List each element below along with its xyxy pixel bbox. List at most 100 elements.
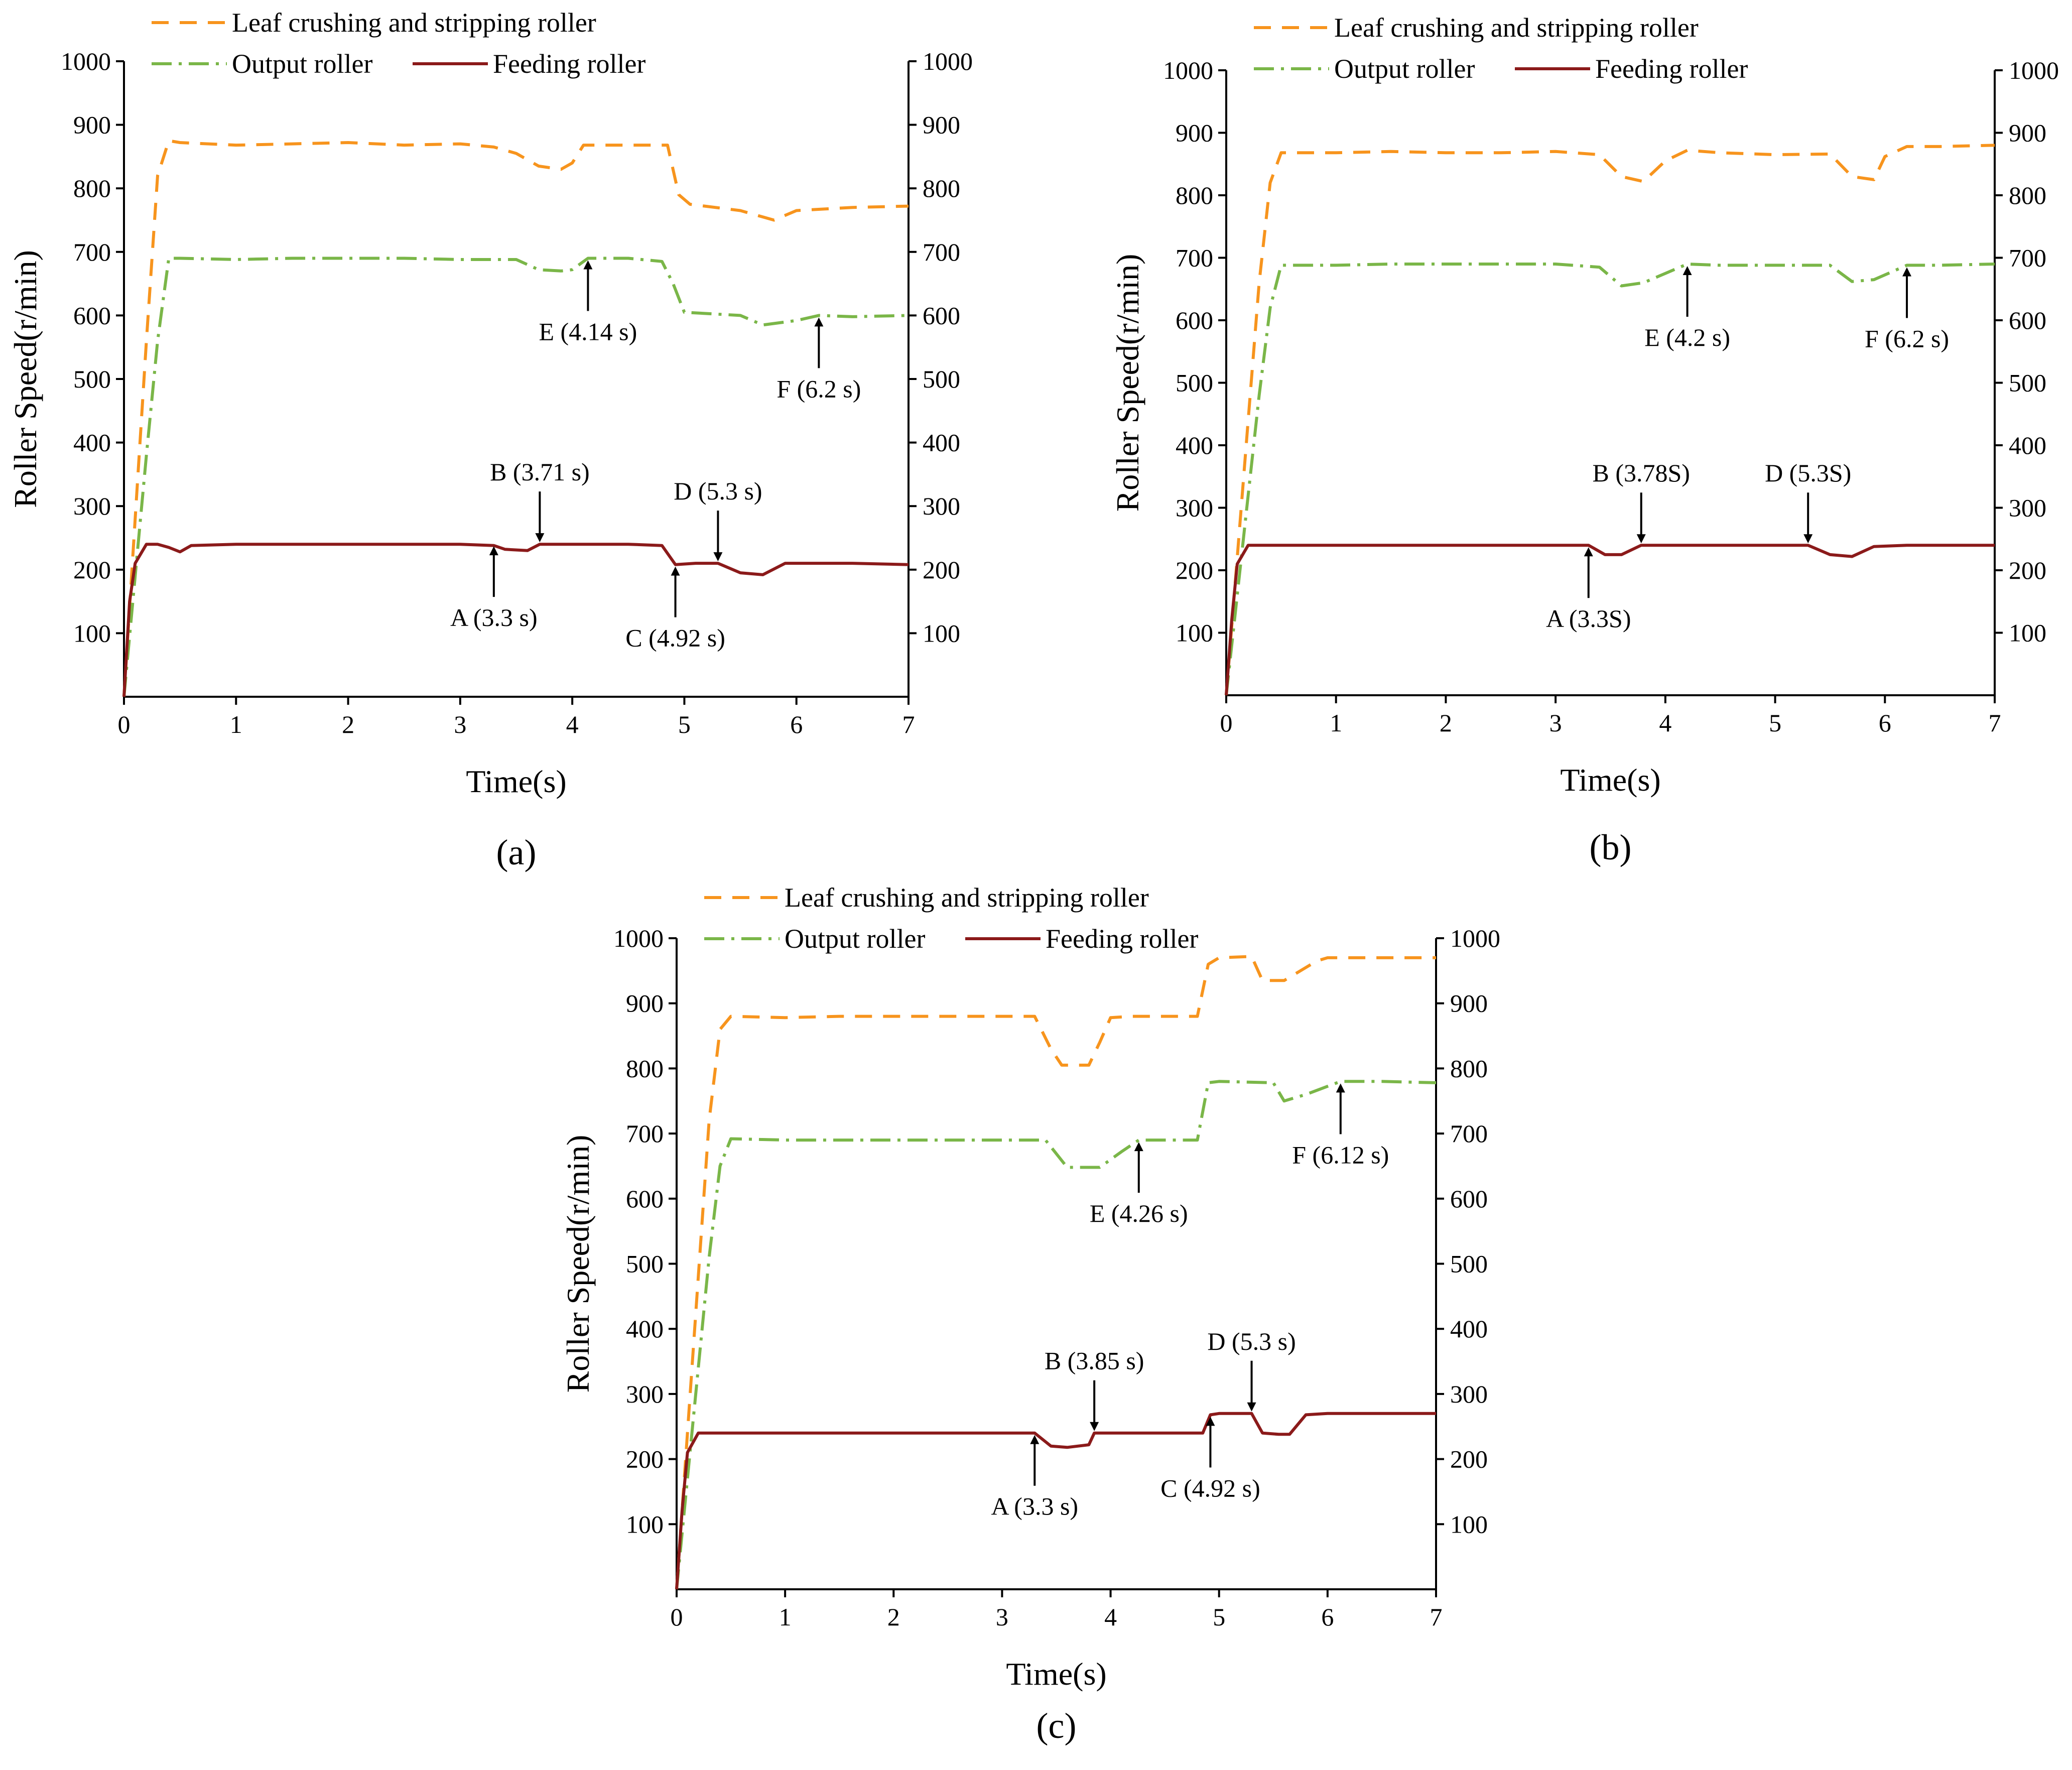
annotation-label: D (5.3 s) [674, 477, 762, 505]
legend-label-feeding: Feeding roller [1595, 54, 1748, 84]
series-leaf-crushing-roller [1225, 144, 1995, 696]
y-tick-label-left: 900 [1176, 119, 1213, 147]
x-tick-label: 6 [790, 710, 803, 738]
chart-panel-2: 0 1 2 3 4 5 6 7 100 100 200 200 300 300 400 400 500 500 60… [1110, 13, 2059, 867]
series-feeding-roller [675, 1412, 1436, 1590]
annotation-label: A (3.3 s) [450, 603, 538, 631]
x-tick-label: 3 [454, 710, 466, 738]
arrow-down-icon [713, 552, 723, 562]
x-tick-label: 2 [1440, 709, 1452, 737]
panel-label: (b) [1590, 827, 1632, 867]
y-tick-label-right: 600 [923, 301, 960, 329]
y-tick-label-left: 100 [1176, 619, 1213, 647]
legend-label-leaf: Leaf crushing and stripping roller [785, 882, 1149, 913]
x-tick-label: 1 [230, 710, 242, 738]
legend-label-feeding: Feeding roller [493, 49, 645, 79]
series-output-roller [122, 257, 909, 697]
y-tick-label-left: 100 [73, 619, 111, 647]
series-feeding-roller [122, 543, 909, 697]
x-axis-title: Time(s) [1006, 1656, 1106, 1692]
panel-label: (a) [496, 832, 537, 872]
y-tick-label-right: 500 [1450, 1250, 1488, 1278]
annotation-label: A (3.3S) [1546, 604, 1631, 633]
x-tick-label: 2 [887, 1603, 900, 1631]
y-tick-label-right: 100 [1450, 1510, 1488, 1538]
series-leaf-crushing-roller [122, 139, 909, 697]
arrow-down-icon [535, 533, 545, 543]
annotation-label: E (4.14 s) [539, 317, 637, 345]
y-tick-label-right: 400 [923, 429, 960, 457]
y-tick-label-right: 800 [923, 174, 960, 202]
legend-label-leaf: Leaf crushing and stripping roller [1334, 13, 1699, 43]
y-tick-label-left: 800 [1176, 181, 1213, 209]
x-tick-label: 2 [342, 710, 354, 738]
x-tick-label: 4 [1659, 709, 1671, 737]
annotation-label: B (3.85 s) [1045, 1347, 1144, 1375]
x-tick-label: 5 [678, 710, 691, 738]
y-tick-label-right: 1000 [1450, 924, 1500, 952]
y-axis-title: Roller Speed(r/min) [8, 250, 43, 508]
y-tick-label-right: 300 [923, 492, 960, 520]
y-tick-label-right: 500 [2009, 369, 2046, 397]
y-tick-label-left: 200 [73, 556, 111, 584]
y-tick-label-right: 400 [2009, 431, 2046, 459]
y-tick-label-right: 100 [923, 619, 960, 647]
arrow-down-icon [1803, 534, 1813, 544]
y-axis-title: Roller Speed(r/min) [560, 1135, 596, 1393]
y-tick-label-left: 800 [73, 174, 111, 202]
arrow-down-icon [1090, 1422, 1099, 1431]
y-tick-label-left: 300 [626, 1380, 664, 1408]
x-tick-label: 7 [902, 710, 915, 738]
x-tick-label: 4 [566, 710, 579, 738]
series-feeding-roller [1225, 544, 1995, 696]
y-tick-label-right: 1000 [2009, 56, 2059, 84]
arrow-up-icon [1134, 1142, 1143, 1152]
x-tick-label: 3 [1549, 709, 1562, 737]
annotation-label: E (4.2 s) [1644, 323, 1730, 351]
annotation-label: D (5.3S) [1765, 459, 1851, 487]
y-tick-label-left: 700 [73, 238, 111, 266]
y-tick-label-left: 600 [1176, 306, 1213, 334]
annotation-label: D (5.3 s) [1207, 1327, 1296, 1355]
arrow-down-icon [1247, 1402, 1256, 1412]
annotation-label: F (6.12 s) [1292, 1141, 1389, 1169]
arrow-down-icon [1636, 534, 1646, 544]
x-tick-label: 1 [779, 1603, 792, 1631]
y-tick-label-right: 500 [923, 365, 960, 393]
y-tick-label-left: 200 [1176, 556, 1213, 584]
x-tick-label: 1 [1330, 709, 1342, 737]
arrow-up-icon [1030, 1435, 1040, 1444]
y-tick-label-left: 1000 [1163, 56, 1213, 84]
y-tick-label-left: 1000 [613, 924, 664, 952]
y-tick-label-right: 200 [923, 556, 960, 584]
series-output-roller [1225, 263, 1995, 696]
arrow-up-icon [814, 317, 824, 327]
y-tick-label-right: 900 [1450, 989, 1488, 1018]
arrow-up-icon [671, 566, 680, 576]
y-tick-label-left: 400 [626, 1315, 664, 1343]
y-tick-label-right: 200 [1450, 1445, 1488, 1473]
y-tick-label-right: 200 [2009, 556, 2046, 584]
x-tick-label: 5 [1769, 709, 1781, 737]
y-tick-label-left: 300 [1176, 494, 1213, 522]
x-tick-label: 6 [1321, 1603, 1334, 1631]
legend-label-feeding: Feeding roller [1046, 924, 1198, 954]
legend-label-output: Output roller [232, 49, 372, 79]
annotation-label: F (6.2 s) [776, 374, 861, 403]
annotation-label: E (4.26 s) [1090, 1199, 1188, 1227]
y-tick-label-right: 900 [2009, 119, 2046, 147]
y-tick-label-right: 800 [1450, 1054, 1488, 1082]
y-tick-label-right: 700 [923, 238, 960, 266]
annotation-label: C (4.92 s) [1160, 1474, 1260, 1502]
arrow-up-icon [489, 546, 498, 556]
arrow-up-icon [583, 260, 593, 270]
y-tick-label-left: 500 [73, 365, 111, 393]
x-tick-label: 6 [1879, 709, 1891, 737]
y-axis-title: Roller Speed(r/min) [1110, 254, 1145, 512]
panel-label: (c) [1037, 1706, 1077, 1746]
y-tick-label-right: 400 [1450, 1315, 1488, 1343]
arrow-up-icon [1682, 266, 1692, 275]
x-axis-title: Time(s) [466, 764, 566, 799]
arrow-up-icon [1902, 267, 1912, 277]
